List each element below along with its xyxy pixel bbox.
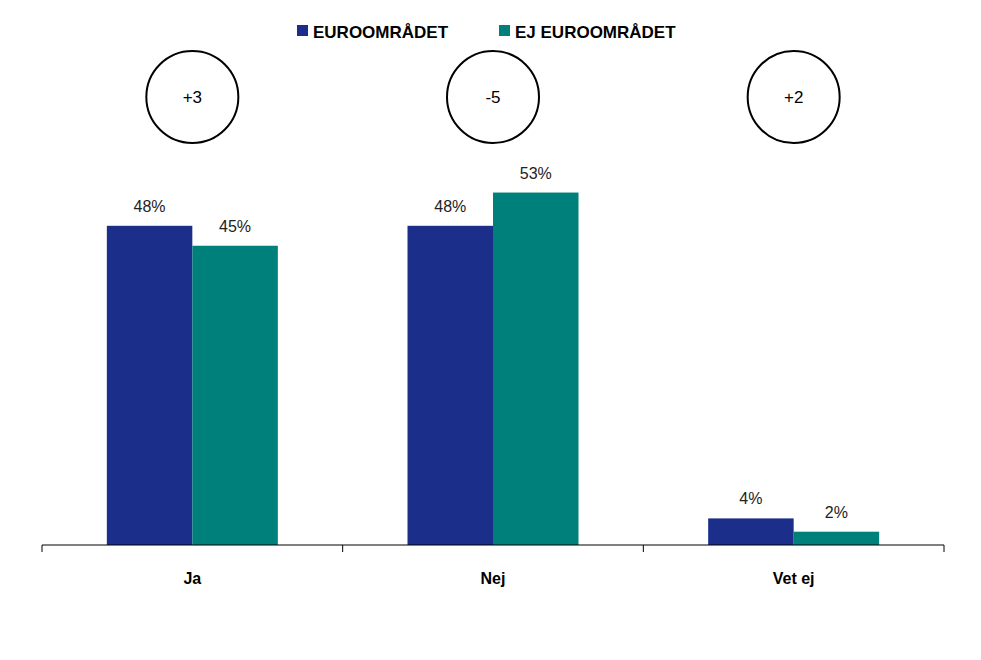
legend: EUROOMRÅDET EJ EUROOMRÅDET: [297, 23, 676, 42]
data-label: 48%: [134, 198, 166, 215]
bar: [192, 246, 277, 545]
bar: [794, 532, 880, 545]
x-divider: [342, 545, 343, 552]
x-axis: [42, 545, 944, 546]
data-label: 4%: [739, 490, 762, 507]
x-tick-label: Vet ej: [773, 570, 815, 587]
annotation-circle: [146, 51, 238, 143]
data-label: 2%: [825, 504, 848, 521]
annotation-circle: [748, 51, 840, 143]
data-labels: 48% 48% 4% 45% 53% 2%: [134, 165, 848, 521]
legend-label: EJ EUROOMRÅDET: [515, 23, 676, 42]
data-label: 48%: [434, 198, 466, 215]
bar: [107, 226, 193, 545]
bar: [493, 193, 579, 545]
legend-label: EUROOMRÅDET: [313, 23, 449, 42]
legend-swatch: [499, 25, 510, 36]
chart: EUROOMRÅDETEJ EUROOMRÅDET+3-5+248%48%4%4…: [0, 0, 981, 660]
chart-container: EUROOMRÅDETEJ EUROOMRÅDET+3-5+248%48%4%4…: [0, 0, 981, 660]
annotation-circle: [447, 51, 539, 143]
x-divider: [643, 545, 644, 552]
x-divider: [42, 545, 43, 552]
bar: [408, 226, 494, 545]
bars: [107, 193, 879, 545]
data-label: 53%: [520, 165, 552, 182]
x-divider: [944, 545, 945, 552]
bar: [708, 518, 794, 545]
x-tick-label: Nej: [481, 570, 506, 587]
data-label: 45%: [219, 218, 251, 235]
x-tick-label: Ja: [183, 570, 201, 587]
legend-swatch: [297, 25, 308, 36]
annotation: +2: [784, 88, 803, 107]
annotation: +3: [183, 88, 202, 107]
annotation: -5: [485, 88, 500, 107]
